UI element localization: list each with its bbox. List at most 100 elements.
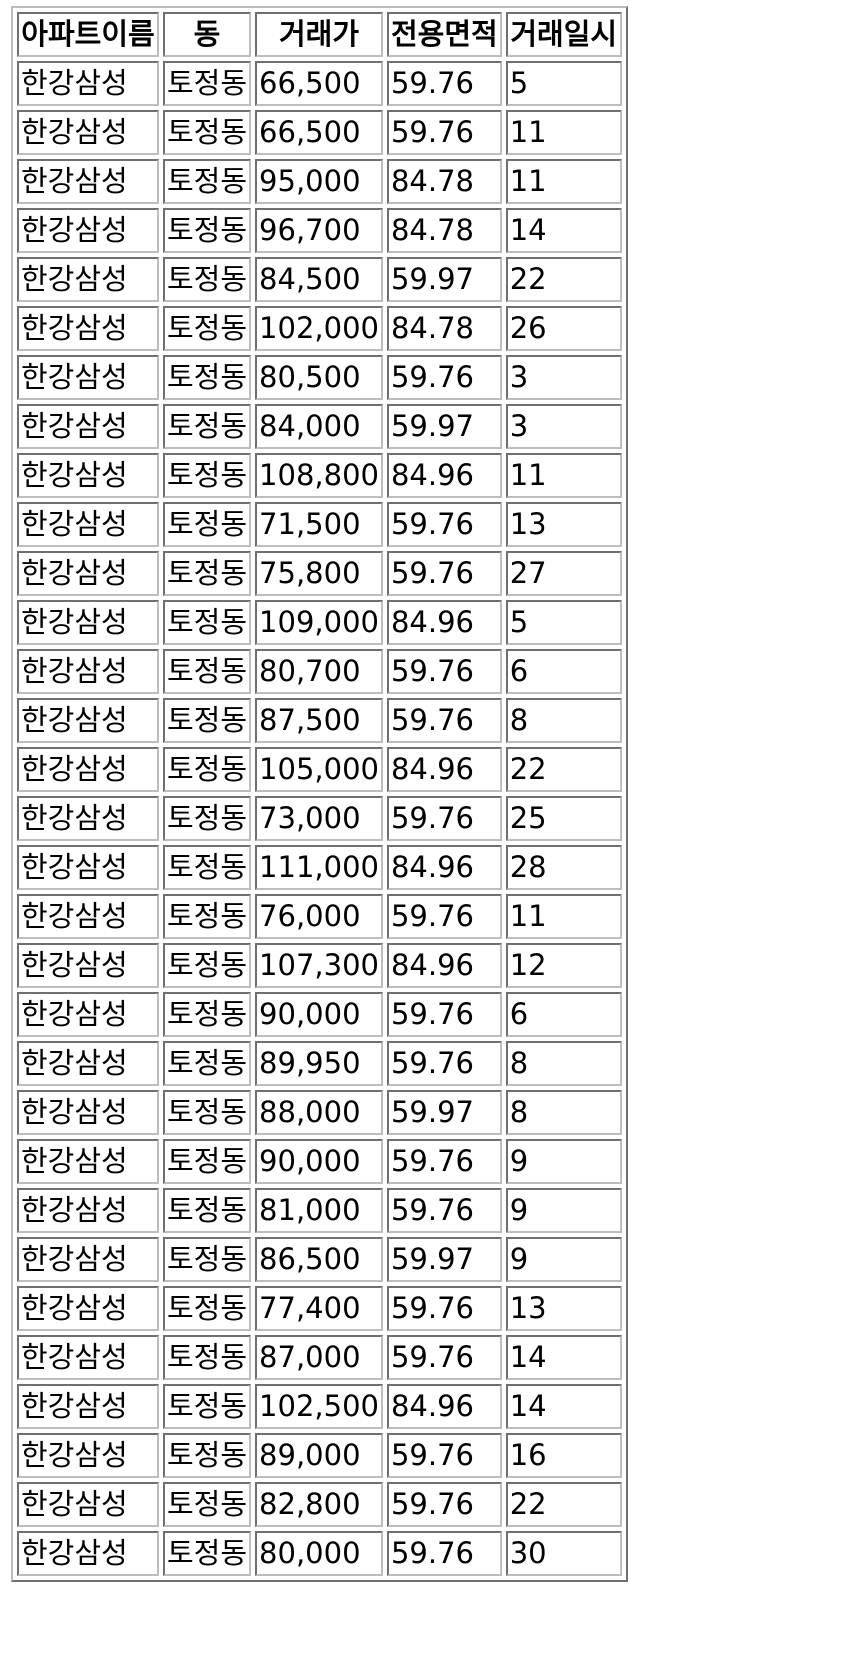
cell-price: 80,700 (255, 649, 383, 694)
table-row: 한강삼성 토정동 111,000 84.96 28 (17, 845, 622, 890)
cell-trade-day: 14 (505, 208, 622, 253)
cell-trade-day: 27 (505, 551, 622, 596)
cell-area: 59.76 (386, 1188, 502, 1233)
table-row: 한강삼성 토정동 80,700 59.76 6 (17, 649, 622, 694)
cell-trade-day: 11 (505, 453, 622, 498)
cell-dong: 토정동 (163, 1531, 252, 1576)
cell-dong: 토정동 (163, 1041, 252, 1086)
cell-price: 88,000 (255, 1090, 383, 1135)
cell-price: 109,000 (255, 600, 383, 645)
cell-apartment-name: 한강삼성 (17, 551, 159, 596)
table-row: 한강삼성 토정동 89,950 59.76 8 (17, 1041, 622, 1086)
table-row: 한강삼성 토정동 80,500 59.76 3 (17, 355, 622, 400)
cell-apartment-name: 한강삼성 (17, 1041, 159, 1086)
cell-apartment-name: 한강삼성 (17, 894, 159, 939)
cell-trade-day: 25 (505, 796, 622, 841)
cell-price: 75,800 (255, 551, 383, 596)
table-row: 한강삼성 토정동 84,000 59.97 3 (17, 404, 622, 449)
cell-price: 87,500 (255, 698, 383, 743)
table-row: 한강삼성 토정동 80,000 59.76 30 (17, 1531, 622, 1576)
cell-apartment-name: 한강삼성 (17, 1531, 159, 1576)
cell-dong: 토정동 (163, 1286, 252, 1331)
cell-price: 90,000 (255, 1139, 383, 1184)
cell-price: 73,000 (255, 796, 383, 841)
table-row: 한강삼성 토정동 107,300 84.96 12 (17, 943, 622, 988)
table-row: 한강삼성 토정동 71,500 59.76 13 (17, 502, 622, 547)
cell-apartment-name: 한강삼성 (17, 600, 159, 645)
cell-apartment-name: 한강삼성 (17, 208, 159, 253)
cell-area: 84.78 (386, 306, 502, 351)
table-row: 한강삼성 토정동 102,000 84.78 26 (17, 306, 622, 351)
table-row: 한강삼성 토정동 109,000 84.96 5 (17, 600, 622, 645)
cell-dong: 토정동 (163, 404, 252, 449)
cell-dong: 토정동 (163, 943, 252, 988)
cell-trade-day: 14 (505, 1335, 622, 1380)
cell-dong: 토정동 (163, 551, 252, 596)
cell-dong: 토정동 (163, 306, 252, 351)
cell-dong: 토정동 (163, 502, 252, 547)
cell-area: 84.96 (386, 600, 502, 645)
cell-apartment-name: 한강삼성 (17, 159, 159, 204)
cell-trade-day: 11 (505, 894, 622, 939)
cell-area: 59.76 (386, 1041, 502, 1086)
table-row: 한강삼성 토정동 89,000 59.76 16 (17, 1433, 622, 1478)
cell-price: 66,500 (255, 61, 383, 106)
cell-price: 90,000 (255, 992, 383, 1037)
cell-dong: 토정동 (163, 61, 252, 106)
cell-price: 86,500 (255, 1237, 383, 1282)
cell-area: 59.97 (386, 1090, 502, 1135)
table-row: 한강삼성 토정동 75,800 59.76 27 (17, 551, 622, 596)
cell-price: 66,500 (255, 110, 383, 155)
table-header: 아파트이름 동 거래가 전용면적 거래일시 (17, 12, 622, 57)
cell-dong: 토정동 (163, 1433, 252, 1478)
header-area: 전용면적 (386, 12, 502, 57)
table-row: 한강삼성 토정동 105,000 84.96 22 (17, 747, 622, 792)
cell-trade-day: 5 (505, 600, 622, 645)
cell-trade-day: 13 (505, 1286, 622, 1331)
cell-apartment-name: 한강삼성 (17, 1139, 159, 1184)
cell-apartment-name: 한강삼성 (17, 845, 159, 890)
cell-apartment-name: 한강삼성 (17, 1188, 159, 1233)
table-row: 한강삼성 토정동 87,500 59.76 8 (17, 698, 622, 743)
cell-area: 59.76 (386, 1335, 502, 1380)
cell-dong: 토정동 (163, 600, 252, 645)
table-row: 한강삼성 토정동 81,000 59.76 9 (17, 1188, 622, 1233)
cell-dong: 토정동 (163, 747, 252, 792)
table-row: 한강삼성 토정동 86,500 59.97 9 (17, 1237, 622, 1282)
cell-price: 107,300 (255, 943, 383, 988)
cell-trade-day: 6 (505, 992, 622, 1037)
cell-apartment-name: 한강삼성 (17, 698, 159, 743)
cell-dong: 토정동 (163, 992, 252, 1037)
cell-trade-day: 9 (505, 1188, 622, 1233)
cell-area: 59.76 (386, 796, 502, 841)
cell-dong: 토정동 (163, 1384, 252, 1429)
cell-dong: 토정동 (163, 845, 252, 890)
cell-apartment-name: 한강삼성 (17, 747, 159, 792)
cell-apartment-name: 한강삼성 (17, 306, 159, 351)
cell-price: 95,000 (255, 159, 383, 204)
cell-trade-day: 26 (505, 306, 622, 351)
table-row: 한강삼성 토정동 77,400 59.76 13 (17, 1286, 622, 1331)
cell-area: 84.78 (386, 159, 502, 204)
cell-area: 59.76 (386, 502, 502, 547)
cell-trade-day: 11 (505, 159, 622, 204)
table-row: 한강삼성 토정동 73,000 59.76 25 (17, 796, 622, 841)
cell-apartment-name: 한강삼성 (17, 61, 159, 106)
cell-trade-day: 3 (505, 404, 622, 449)
cell-area: 59.76 (386, 698, 502, 743)
cell-area: 84.96 (386, 845, 502, 890)
cell-area: 59.76 (386, 894, 502, 939)
cell-dong: 토정동 (163, 1237, 252, 1282)
cell-area: 59.76 (386, 61, 502, 106)
cell-area: 84.78 (386, 208, 502, 253)
cell-area: 59.76 (386, 1482, 502, 1527)
cell-price: 82,800 (255, 1482, 383, 1527)
cell-trade-day: 30 (505, 1531, 622, 1576)
cell-area: 84.96 (386, 747, 502, 792)
cell-area: 59.76 (386, 649, 502, 694)
cell-dong: 토정동 (163, 257, 252, 302)
cell-price: 80,000 (255, 1531, 383, 1576)
cell-apartment-name: 한강삼성 (17, 1384, 159, 1429)
cell-apartment-name: 한강삼성 (17, 502, 159, 547)
table-row: 한강삼성 토정동 88,000 59.97 8 (17, 1090, 622, 1135)
